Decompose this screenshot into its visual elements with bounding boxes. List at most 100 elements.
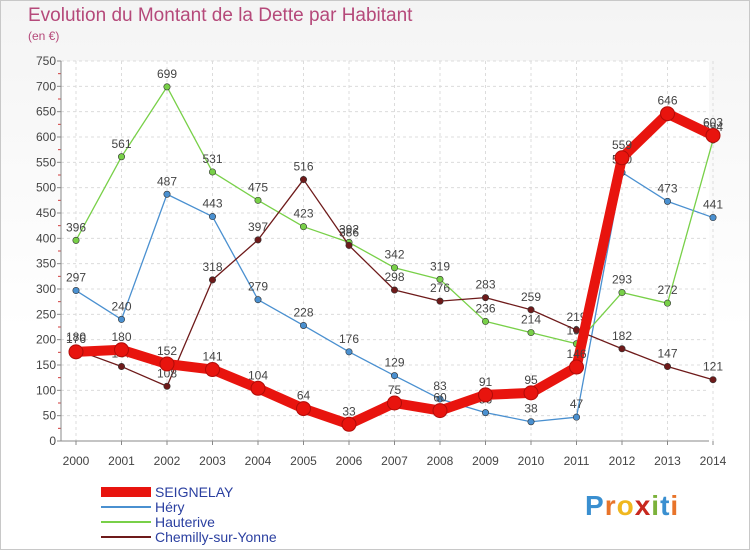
data-label: 121: [703, 360, 723, 374]
data-point: [523, 385, 539, 401]
data-label: 561: [111, 137, 131, 151]
legend-label: Hauterive: [155, 514, 215, 530]
data-label: 141: [202, 350, 222, 364]
data-point: [159, 356, 175, 372]
x-tick-label: 2011: [564, 454, 590, 468]
data-point: [205, 362, 220, 378]
logo-letter: o: [616, 490, 635, 521]
proxiti-logo: Proxiti: [585, 490, 679, 522]
data-label: 487: [157, 174, 177, 188]
data-point: [209, 276, 217, 284]
data-label: 699: [157, 67, 177, 81]
data-label: 603: [703, 115, 723, 129]
data-point: [341, 416, 357, 432]
x-tick-label: 2014: [700, 454, 727, 468]
y-tick-label: 150: [36, 358, 56, 372]
data-label: 386: [339, 225, 359, 239]
data-label: 516: [293, 160, 313, 174]
y-tick-label: 350: [36, 257, 56, 271]
data-point: [68, 344, 84, 360]
data-label: 397: [248, 220, 268, 234]
data-point: [572, 326, 580, 334]
data-label: 559: [612, 138, 632, 152]
data-point: [254, 236, 262, 244]
data-label: 259: [521, 290, 541, 304]
x-tick-label: 2007: [381, 454, 408, 468]
data-label: 441: [703, 198, 723, 212]
data-point: [390, 286, 398, 294]
data-label: 108: [157, 366, 177, 380]
data-label: 104: [248, 368, 268, 382]
y-tick-label: 450: [36, 206, 56, 220]
data-point: [387, 395, 402, 411]
data-point: [663, 299, 671, 307]
data-point: [299, 321, 307, 329]
logo-letter: P: [585, 490, 605, 521]
series-chemilly-sur-yonne: 1801471083183975163862982762832592191821…: [66, 160, 723, 390]
data-point: [432, 403, 448, 419]
data-point: [481, 317, 489, 325]
data-label: 75: [388, 383, 402, 397]
legend-label: Héry: [155, 499, 185, 515]
data-point: [72, 287, 80, 295]
legend-swatch: [101, 521, 151, 523]
chart-unit-label: (en €): [28, 29, 60, 43]
x-tick-label: 2005: [290, 454, 317, 468]
x-tick-label: 2002: [154, 454, 181, 468]
data-point: [390, 372, 398, 380]
data-point: [436, 297, 444, 305]
data-point: [72, 236, 80, 244]
x-tick-label: 2012: [609, 454, 636, 468]
x-tick-label: 2009: [472, 454, 499, 468]
data-point: [709, 214, 717, 222]
data-point: [209, 213, 217, 221]
data-point: [114, 342, 129, 358]
data-label: 38: [524, 402, 538, 416]
data-label: 83: [433, 379, 447, 393]
data-point: [569, 359, 584, 375]
data-label: 182: [612, 329, 632, 343]
data-point: [345, 348, 353, 356]
data-point: [481, 294, 489, 302]
legend-swatch: [101, 536, 151, 538]
logo-letter: i: [670, 490, 680, 521]
data-label: 240: [111, 299, 131, 313]
data-point: [436, 275, 444, 283]
legend-swatch: [101, 506, 151, 508]
x-tick-label: 2003: [199, 454, 226, 468]
data-label: 176: [339, 332, 359, 346]
y-tick-label: 500: [36, 181, 56, 195]
x-tick-label: 2001: [108, 454, 135, 468]
data-point: [572, 413, 580, 421]
data-label: 180: [66, 330, 86, 344]
data-point: [163, 382, 171, 390]
data-label: 342: [384, 248, 404, 262]
data-point: [481, 409, 489, 417]
data-point: [478, 387, 493, 403]
data-label: 473: [657, 181, 677, 195]
data-point: [209, 168, 217, 176]
data-label: 64: [297, 389, 311, 403]
y-tick-label: 50: [43, 409, 57, 423]
data-point: [299, 223, 307, 231]
logo-letter: t: [660, 490, 671, 521]
data-label: 236: [475, 301, 495, 315]
data-point: [527, 329, 535, 337]
data-point: [436, 395, 444, 403]
data-label: 276: [430, 281, 450, 295]
data-point: [163, 83, 171, 91]
legend-label: Chemilly-sur-Yonne: [155, 529, 277, 545]
data-point: [709, 376, 717, 384]
data-label: 214: [521, 313, 541, 327]
data-point: [705, 127, 721, 143]
data-label: 176: [66, 332, 86, 346]
data-point: [254, 296, 262, 304]
data-label: 319: [430, 259, 450, 273]
data-point: [296, 401, 311, 417]
data-point: [250, 380, 266, 396]
chart-title: Evolution du Montant de la Dette par Hab…: [28, 5, 413, 26]
y-tick-label: 550: [36, 155, 56, 169]
data-label: 443: [202, 197, 222, 211]
